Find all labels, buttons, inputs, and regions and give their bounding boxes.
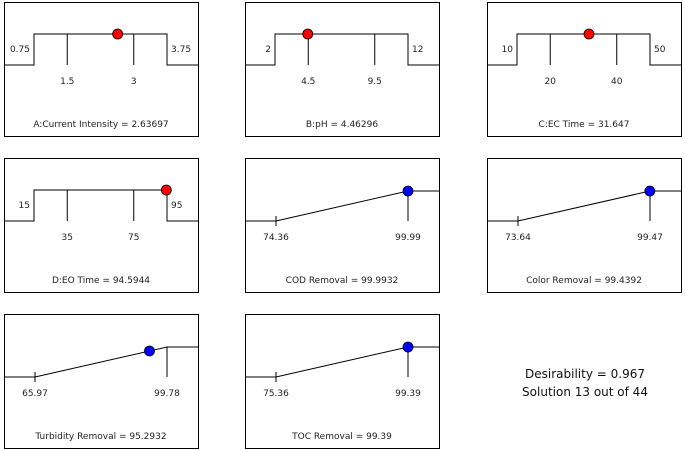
factor-range-line (488, 33, 681, 66)
desirability-ramp (246, 346, 439, 378)
factor-tick-label: 4.5 (301, 77, 315, 87)
panel-frame (4, 2, 199, 137)
optimum-marker (302, 28, 314, 40)
panel-frame (4, 158, 199, 293)
factor-panel: D:EO Time = 94.5944 35 75 15 95 (4, 158, 199, 293)
factor-low-label: 2 (265, 45, 271, 55)
ramp-min-label: 75.36 (263, 389, 289, 399)
panel-title: A:Current Intensity = 2.63697 (33, 120, 168, 130)
response-panel: Turbidity Removal = 95.2932 65.97 99.78 (4, 314, 199, 449)
factor-panel: A:Current Intensity = 2.63697 1.5 3 0.75 3.7… (4, 2, 199, 137)
panel-title: C:EC Time = 31.647 (539, 120, 630, 130)
response-panel: COD Removal = 99.9932 74.36 99.99 (245, 158, 440, 293)
desirability-ramp (246, 190, 439, 222)
factor-tick-label: 75 (128, 233, 139, 243)
panel-title: Turbidity Removal = 95.2932 (34, 432, 166, 442)
panel-title: COD Removal = 99.9932 (286, 276, 399, 286)
response-panel: Color Removal = 99.4392 73.64 99.47 (487, 158, 682, 293)
ramp-min-label: 65.97 (22, 389, 48, 399)
panel-title: Color Removal = 99.4392 (526, 276, 642, 286)
factor-low-label: 10 (502, 45, 514, 55)
ramp-max-label: 99.39 (395, 389, 421, 399)
panel-frame (4, 314, 199, 449)
panel-frame (245, 314, 440, 449)
factor-tick-label: 1.5 (60, 77, 74, 87)
ramp-min-label: 74.36 (263, 233, 289, 243)
panel-title: D:EO Time = 94.5944 (52, 276, 150, 286)
response-marker (644, 185, 656, 197)
response-marker (402, 185, 414, 197)
panel-frame (245, 158, 440, 293)
panel-frame (487, 2, 682, 137)
factor-range-line (5, 33, 198, 66)
panel-title: TOC Removal = 99.39 (291, 432, 392, 442)
ramp-max-label: 99.99 (395, 233, 421, 243)
factor-high-label: 50 (654, 45, 666, 55)
desirability-text: Desirability = 0.967 (525, 367, 645, 381)
factor-tick-label: 35 (62, 233, 73, 243)
factor-panel: B:pH = 4.46296 4.5 9.5 2 12 (245, 2, 440, 137)
factor-low-label: 15 (19, 201, 30, 211)
factor-high-label: 12 (412, 45, 423, 55)
response-marker (144, 345, 155, 357)
optimum-marker (583, 28, 595, 40)
factor-range-line (5, 189, 198, 222)
optimum-marker (112, 28, 124, 40)
panel-frame (245, 2, 440, 137)
solution-text: Solution 13 out of 44 (522, 385, 648, 399)
ramp-max-label: 99.78 (154, 389, 180, 399)
desirability-ramp (5, 346, 198, 378)
ramp-min-label: 73.64 (505, 233, 531, 243)
panel-title: B:pH = 4.46296 (306, 120, 378, 130)
factor-high-label: 95 (171, 201, 182, 211)
optimum-marker (160, 184, 172, 196)
factor-tick-label: 20 (545, 77, 557, 87)
factor-high-label: 3.75 (171, 45, 191, 55)
factor-tick-label: 3 (131, 77, 137, 87)
factor-tick-label: 40 (611, 77, 623, 87)
response-marker (402, 341, 414, 353)
factor-range-line (246, 33, 439, 66)
response-panel: TOC Removal = 99.39 75.36 99.39 (245, 314, 440, 449)
factor-tick-label: 9.5 (368, 77, 382, 87)
panel-frame (487, 158, 682, 293)
factor-panel: C:EC Time = 31.647 20 40 10 50 (487, 2, 682, 137)
factor-low-label: 0.75 (10, 45, 30, 55)
ramp-max-label: 99.47 (637, 233, 663, 243)
desirability-ramp (488, 190, 681, 222)
